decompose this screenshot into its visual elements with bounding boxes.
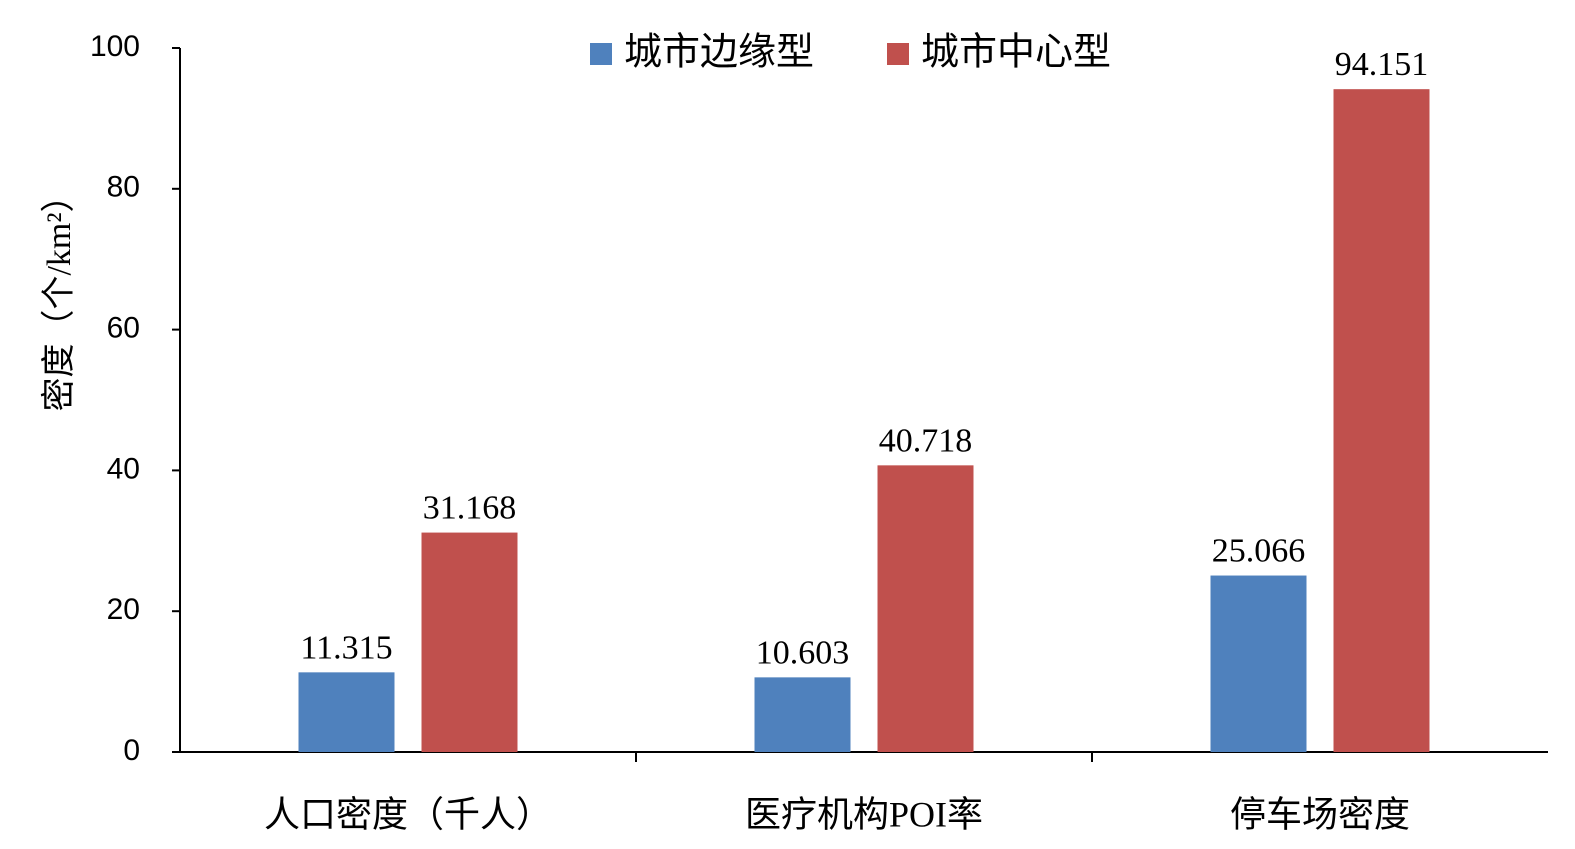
x-category-label: 人口密度（千人） xyxy=(264,794,552,834)
x-category-label: 医疗机构POI率 xyxy=(745,794,983,834)
data-label: 94.151 xyxy=(1335,46,1429,83)
legend-label-center: 城市中心型 xyxy=(921,32,1111,74)
data-label: 11.315 xyxy=(300,629,392,666)
bar-edge xyxy=(754,677,851,752)
legend-swatch-edge xyxy=(590,43,612,65)
x-category-label: 停车场密度 xyxy=(1230,794,1410,834)
data-label: 10.603 xyxy=(756,634,850,671)
legend-swatch-center xyxy=(887,43,909,65)
y-tick-label: 100 xyxy=(90,30,140,63)
bar-edge xyxy=(298,672,395,752)
y-tick-label: 80 xyxy=(107,171,140,204)
y-axis-label: 密度（个/km²） xyxy=(40,178,78,411)
data-label: 31.168 xyxy=(423,490,517,527)
bar-center xyxy=(421,532,518,752)
y-tick-label: 20 xyxy=(107,593,140,626)
y-tick-label: 0 xyxy=(123,734,140,767)
data-label: 25.066 xyxy=(1212,533,1306,570)
x-ticks xyxy=(635,752,1093,762)
legend-label-edge: 城市边缘型 xyxy=(624,32,814,74)
y-ticks: 0 20 40 60 80 100 xyxy=(90,30,180,767)
category-labels: 人口密度（千人） 医疗机构POI率 停车场密度 xyxy=(264,794,1410,834)
y-tick-label: 40 xyxy=(107,452,140,485)
data-label: 40.718 xyxy=(879,422,973,459)
bar-edge xyxy=(1210,575,1307,752)
bars: 11.315 10.603 25.066 31.168 40.718 94.151 xyxy=(298,46,1430,753)
bar-center xyxy=(877,465,974,752)
y-tick-label: 60 xyxy=(107,312,140,345)
bar-center xyxy=(1333,89,1430,753)
legend: 城市边缘型 城市中心型 xyxy=(590,32,1111,74)
